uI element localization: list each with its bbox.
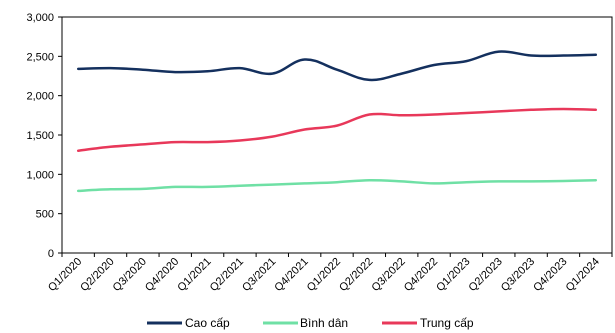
- legend-label: Trung cấp: [420, 316, 474, 330]
- y-tick-label: 1,500: [26, 130, 54, 142]
- y-tick-label: 500: [36, 209, 54, 221]
- series-line-1: [76, 178, 598, 193]
- y-tick-label: 3,000: [26, 12, 54, 24]
- series-line-2: [76, 107, 598, 152]
- y-tick-label: 0: [48, 248, 54, 260]
- y-tick-label: 2,500: [26, 51, 54, 63]
- series-line-0: [76, 50, 598, 82]
- y-tick-label: 1,000: [26, 169, 54, 181]
- y-tick-label: 2,000: [26, 91, 54, 103]
- legend-label: Bình dân: [300, 316, 348, 330]
- y-axis-ticks: 0 500 1,000 1,500 2,000 2,500 3,000: [26, 12, 62, 260]
- legend: Cao cấp Bình dân Trung cấp: [147, 316, 474, 330]
- plot-area-border: [61, 16, 613, 254]
- legend-label: Cao cấp: [185, 316, 230, 330]
- series-lines: [76, 50, 598, 193]
